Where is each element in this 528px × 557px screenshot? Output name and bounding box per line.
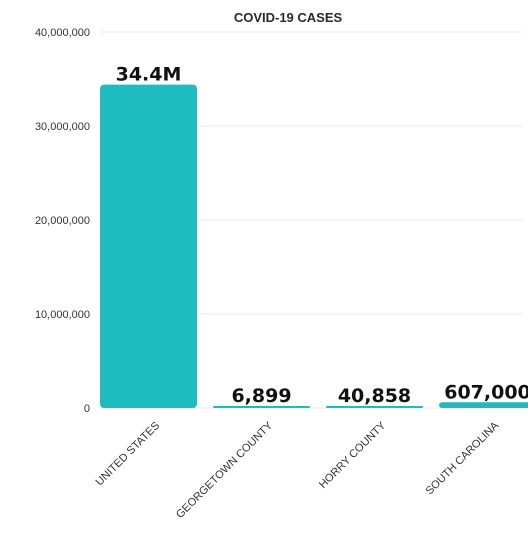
x-category-label: SOUTH CAROLINA (424, 419, 502, 497)
x-axis-category-labels: UNITED STATES GEORGETOWN COUNTY HORRY COUN… (94, 419, 502, 521)
bar-data-label: 607,000 (444, 381, 528, 403)
bar (100, 84, 197, 408)
y-axis-tick-labels: 0 10,000,000 20,000,000 30,000,000 40,000,00… (35, 27, 90, 415)
chart-title: COVID-19 CASES (234, 10, 343, 25)
bar (213, 406, 310, 408)
y-tick-label: 0 (84, 403, 90, 415)
x-category-label: HORRY COUNTY (317, 419, 389, 491)
bar-data-label: 6,899 (231, 385, 291, 407)
bar-data-label: 40,858 (338, 385, 411, 407)
y-tick-label: 10,000,000 (35, 309, 90, 321)
bar (439, 402, 528, 408)
data-labels: 34.4M 6,899 40,858 607,000 (116, 64, 528, 407)
bars (100, 84, 528, 408)
y-tick-label: 30,000,000 (35, 121, 90, 133)
y-tick-label: 40,000,000 (35, 27, 90, 39)
bar-data-label: 34.4M (116, 64, 182, 86)
bar (326, 406, 423, 408)
x-category-label: GEORGETOWN COUNTY (174, 419, 276, 521)
x-category-label: UNITED STATES (94, 420, 163, 489)
y-tick-label: 20,000,000 (35, 215, 90, 227)
